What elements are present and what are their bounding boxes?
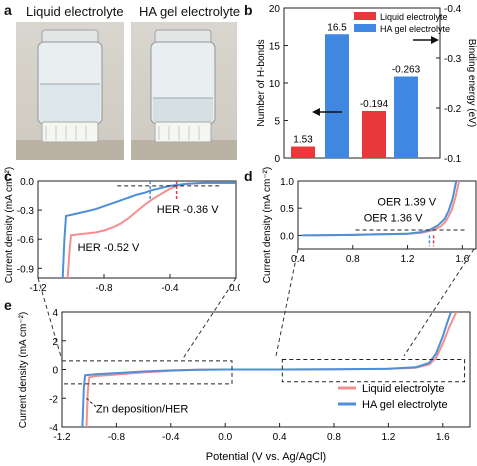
panel-letter-e: e	[4, 297, 12, 313]
y-axis-label: Current density (mA cm⁻²)	[4, 167, 15, 283]
x-tick-label: 0.0	[218, 432, 232, 443]
gel-electrolyte-photo	[131, 22, 237, 160]
y-left-tick-label: 10	[269, 79, 281, 90]
bar-liquid	[362, 111, 386, 158]
h-bond-binding-chart: 0 5 10 15 20 -0.1 -0.2 -0.3 -0.4 Number of H-bond…	[256, 4, 477, 165]
series-line-gel	[61, 181, 236, 278]
x-tick-label: -0.4	[161, 283, 179, 294]
x-tick-label: -0.8	[108, 432, 126, 443]
y-left-tick-label: 15	[269, 42, 281, 53]
zn-deposition-annotation: Zn deposition/HER	[96, 404, 188, 416]
panel-letter-d: d	[244, 168, 253, 184]
her-liquid-annotation: HER -0.36 V	[157, 204, 219, 216]
legend-label-gel: HA gel electrolyte	[362, 399, 448, 411]
gel-vial-image	[131, 29, 237, 160]
oer-zoom-box	[281, 358, 466, 383]
y-right-tick-label: -0.3	[444, 54, 462, 65]
x-tick-label: -1.2	[53, 432, 71, 443]
lsv-full-chart: -1.2 -0.8 -0.4 0.0 0.4 0.8 1.2 1.6 4 2 0 -2 -4 Zn dep…	[18, 308, 471, 463]
x-tick-label: 1.2	[381, 432, 395, 443]
y-tick-label: -0.9	[17, 264, 35, 275]
liquid-vial-image	[16, 29, 124, 160]
legend-label-liquid: Liquid electrolyte	[380, 12, 448, 22]
y-left-tick-label: 0	[274, 154, 280, 165]
x-tick-label: 0.0	[229, 283, 240, 294]
legend-label-liquid: Liquid electrolyte	[362, 383, 445, 395]
annotation-pointer	[86, 397, 97, 408]
x-tick-label: 0.4	[273, 432, 287, 443]
bar-data-label: -0.194	[360, 99, 389, 110]
liquid-electrolyte-photo	[16, 22, 124, 160]
y-right-tick-label: -0.1	[444, 154, 462, 165]
bar-data-label: -0.263	[392, 65, 421, 76]
her-zoom-box	[61, 360, 233, 385]
y-tick-label: 2	[52, 337, 58, 348]
x-tick-label: 1.2	[401, 254, 415, 265]
y-tick-label: 0.5	[280, 204, 294, 215]
legend-label-gel: HA gel electrolyte	[380, 24, 450, 34]
y-tick-label: 0	[52, 366, 58, 377]
bar-data-label: 16.5	[327, 22, 347, 33]
y-tick-label: -4	[49, 423, 58, 434]
x-tick-label: 0.8	[346, 254, 360, 265]
legend-swatch-liquid	[354, 12, 376, 20]
y-tick-label: 4	[52, 308, 58, 319]
oer-zoom-chart: 0.4 0.8 1.2 1.6 0.0 0.5 1.0 OER 1.39 V OER 1.36 …	[262, 167, 477, 283]
y-right-axis-label: Binding energy (eV)	[466, 39, 477, 127]
series-group	[61, 181, 236, 278]
plot-frame	[37, 180, 237, 279]
panel-letter-b: b	[244, 2, 253, 18]
y-left-tick-label: 20	[269, 4, 281, 15]
y-axis-label: Current density (mA cm⁻²)	[18, 312, 29, 428]
bar-gel	[394, 76, 418, 158]
oer-gel-annotation: OER 1.36 V	[364, 212, 423, 224]
left-axis-arrow-head	[312, 108, 320, 116]
y-axis-label: Current density (mA cm⁻²)	[262, 167, 273, 283]
y-tick-label: -0.6	[17, 235, 35, 246]
x-tick-label: -1.2	[29, 283, 47, 294]
photo-label-liquid: Liquid electrolyte	[26, 4, 124, 19]
x-tick-label: 0.4	[291, 254, 305, 265]
series-line-liquid	[66, 181, 236, 278]
x-tick-label: 0.8	[327, 432, 341, 443]
bar-data-label: 1.53	[293, 135, 313, 146]
bar-liquid	[291, 146, 315, 158]
panel-letter-c: c	[4, 168, 12, 184]
panel-letter-a: a	[4, 2, 12, 18]
x-tick-label: 1.6	[455, 254, 469, 265]
oer-liquid-annotation: OER 1.39 V	[377, 196, 436, 208]
her-gel-annotation: HER -0.52 V	[78, 242, 140, 254]
x-tick-label: -0.8	[95, 283, 113, 294]
legend-swatch-gel	[354, 24, 376, 32]
x-axis-label: Potential (V vs. Ag/AgCl)	[206, 451, 326, 463]
photo-label-gel: HA gel electrolyte	[139, 4, 241, 19]
y-left-tick-label: 5	[274, 117, 280, 128]
bar-gel	[325, 34, 349, 158]
y-right-tick-label: -0.4	[444, 4, 462, 15]
y-left-axis-label: Number of H-bonds	[256, 39, 267, 126]
right-axis-arrow-head	[431, 36, 439, 44]
plot-frame	[297, 180, 477, 250]
x-tick-label: 1.6	[436, 432, 450, 443]
her-zoom-chart: -1.2 -0.8 -0.4 0.0 0.0 -0.3 -0.6 -0.9 HER -0.52 …	[4, 167, 240, 294]
y-tick-label: 0.0	[20, 177, 34, 188]
x-tick-label: -0.4	[162, 432, 180, 443]
y-tick-label: -0.3	[17, 206, 35, 217]
y-tick-label: -2	[49, 394, 58, 405]
y-tick-label: 0.0	[280, 231, 294, 242]
y-tick-label: 1.0	[280, 177, 294, 188]
y-right-tick-label: -0.2	[444, 104, 462, 115]
